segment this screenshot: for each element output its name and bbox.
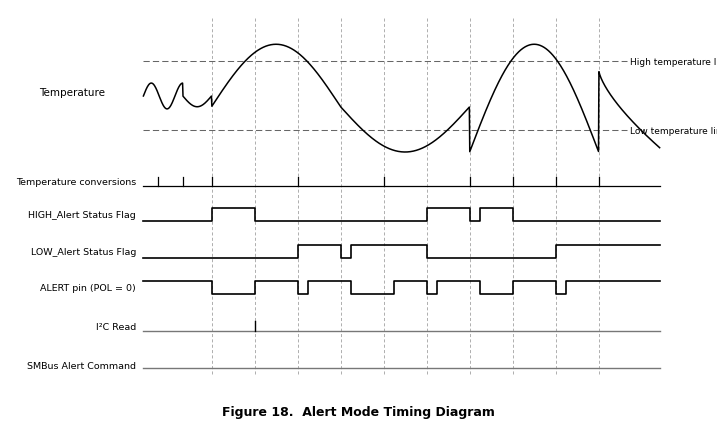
Text: High temperature limit: High temperature limit [630, 58, 717, 67]
Text: Temperature conversions: Temperature conversions [16, 178, 136, 187]
Text: ALERT pin (POL = 0): ALERT pin (POL = 0) [40, 284, 136, 292]
Text: Figure 18.  Alert Mode Timing Diagram: Figure 18. Alert Mode Timing Diagram [222, 405, 495, 418]
Text: LOW_Alert Status Flag: LOW_Alert Status Flag [31, 247, 136, 256]
Text: Low temperature limit: Low temperature limit [630, 127, 717, 135]
Text: HIGH_Alert Status Flag: HIGH_Alert Status Flag [29, 211, 136, 219]
Text: Temperature: Temperature [39, 87, 105, 98]
Text: I²C Read: I²C Read [96, 322, 136, 331]
Text: SMBus Alert Command: SMBus Alert Command [27, 361, 136, 370]
